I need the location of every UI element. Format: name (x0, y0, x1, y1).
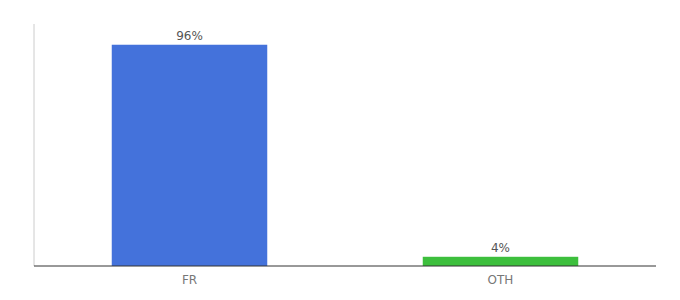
bar (423, 257, 579, 266)
bar (112, 45, 268, 266)
bars (112, 45, 579, 266)
x-axis-line (34, 266, 656, 267)
data-label: 96% (176, 29, 203, 43)
chart-container: 96% 4% FR OTH (0, 0, 680, 300)
chart: 96% 4% FR OTH (0, 0, 680, 300)
y-axis-line (34, 24, 35, 266)
plot-area: 96% 4% FR OTH (34, 24, 656, 287)
x-tick-label: FR (182, 273, 197, 287)
data-label: 4% (491, 241, 510, 255)
x-tick-label: OTH (488, 273, 514, 287)
